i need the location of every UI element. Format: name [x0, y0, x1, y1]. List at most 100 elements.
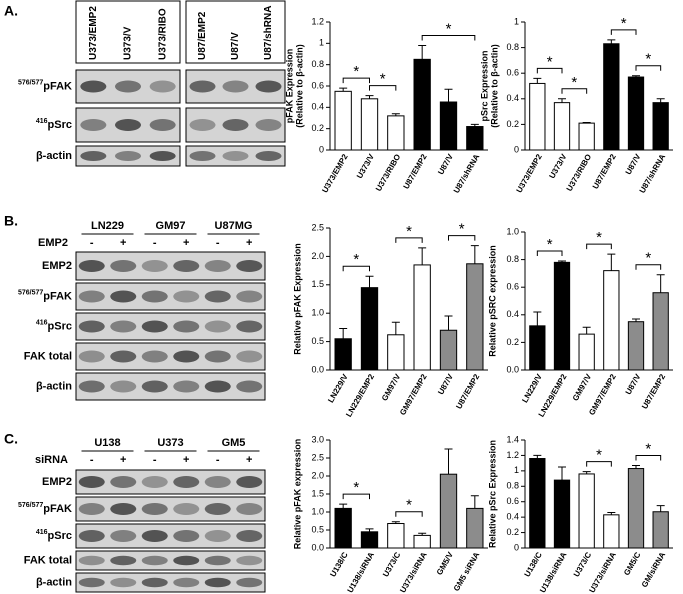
- row-label: 416pSrc: [36, 529, 72, 542]
- bar: [603, 43, 620, 151]
- sign: +: [183, 237, 189, 249]
- x-tick-label: U87/EMP2: [402, 152, 429, 190]
- error-bar: [533, 311, 542, 326]
- significance-star: *: [406, 497, 412, 514]
- error-bar: [418, 247, 427, 265]
- band: [141, 290, 168, 303]
- bar: [578, 473, 595, 549]
- significance-bracket: [635, 65, 662, 71]
- error-bar: [444, 315, 453, 331]
- x-tick-label: U373/RIBO: [565, 153, 593, 193]
- error-bar: [444, 448, 453, 475]
- band: [189, 119, 216, 131]
- band: [173, 476, 200, 488]
- band: [236, 260, 263, 272]
- row-label-sup: 416: [36, 529, 48, 536]
- band: [78, 350, 105, 363]
- band: [80, 80, 107, 93]
- group-label: U138: [94, 437, 120, 449]
- row-label-text: pSrc: [48, 530, 72, 542]
- significance-bracket: [536, 250, 563, 256]
- y-tick-label: 1.5: [311, 488, 324, 498]
- y-tick-label: 1: [514, 465, 519, 475]
- band: [141, 380, 168, 393]
- band: [78, 380, 105, 393]
- bar: [466, 507, 484, 549]
- y-tick-label: 2.0: [311, 251, 324, 261]
- significance-bracket: [342, 77, 370, 84]
- band: [204, 380, 231, 393]
- band: [141, 555, 168, 566]
- y-tick-label: 0.8: [311, 59, 324, 69]
- band: [115, 119, 141, 131]
- bar: [627, 321, 645, 371]
- x-tick-label: U373/C: [572, 550, 593, 578]
- lane-label: U87/V: [230, 32, 241, 60]
- significance-bracket: [635, 264, 662, 270]
- x-tick-label: U373/EMP2: [515, 152, 545, 194]
- blot-box: [75, 372, 266, 401]
- band: [204, 503, 231, 515]
- blot-box: [75, 342, 266, 371]
- x-tick-label: U373/V: [547, 152, 568, 180]
- x-tick-label: U138/C: [328, 550, 349, 578]
- y-axis-label: Relative pFAK expression: [292, 439, 302, 550]
- band: [110, 260, 137, 272]
- bar: [413, 534, 431, 549]
- x-tick-label: U138/C: [523, 550, 544, 578]
- blot-box: [75, 523, 266, 549]
- x-tick-label: U373/RIBO: [374, 153, 402, 193]
- band: [78, 320, 105, 333]
- error-bar: [365, 275, 374, 288]
- band: [149, 80, 176, 93]
- bar: [553, 479, 571, 549]
- band: [115, 80, 141, 93]
- band: [236, 350, 263, 363]
- band: [141, 260, 168, 272]
- error-bar: [339, 328, 348, 339]
- error-bar: [607, 39, 616, 44]
- sign: -: [216, 454, 220, 466]
- sign: +: [183, 454, 189, 466]
- y-tick-label: 0.6: [506, 68, 519, 78]
- significance-bracket: [342, 265, 370, 272]
- band: [236, 577, 263, 588]
- error-bar: [582, 326, 591, 335]
- y-tick-label: 1: [319, 38, 324, 48]
- y-tick-label: 0.2: [506, 527, 519, 537]
- row-label-text: β-actin: [36, 380, 72, 392]
- band: [173, 290, 200, 303]
- band: [222, 80, 249, 93]
- group-label: U373: [157, 437, 183, 449]
- band: [173, 350, 200, 363]
- bar: [578, 333, 595, 371]
- band: [189, 80, 216, 93]
- x-tick-label: U87/V: [436, 152, 455, 176]
- error-bar: [656, 274, 665, 293]
- row-label-text: pFAK: [43, 503, 72, 515]
- error-bar: [391, 321, 400, 335]
- x-tick-label: U87/EMP2: [640, 372, 667, 410]
- band: [78, 530, 105, 542]
- x-tick-label: U373/V: [355, 152, 376, 180]
- lane-label-box: [185, 0, 286, 64]
- bar: [652, 511, 669, 549]
- band: [255, 151, 282, 161]
- error-bar: [533, 454, 542, 459]
- x-tick-label: U87/V: [436, 372, 455, 396]
- band: [78, 503, 105, 515]
- bar: [360, 531, 379, 549]
- x-tick-label: U87/shRNA: [638, 152, 668, 194]
- x-tick-label: GM/siRNA: [640, 550, 667, 589]
- error-bar: [470, 123, 479, 127]
- error-bar: [365, 95, 374, 99]
- band: [173, 555, 200, 566]
- row-label: FAK total: [24, 554, 72, 566]
- x-tick-label: LN229/V: [520, 372, 544, 404]
- y-tick-label: 0.8: [506, 481, 519, 491]
- y-tick-label: 0.8: [506, 254, 519, 264]
- bar: [413, 58, 431, 151]
- bar: [553, 102, 571, 151]
- group-label: GM5: [222, 437, 246, 449]
- bar: [334, 507, 352, 549]
